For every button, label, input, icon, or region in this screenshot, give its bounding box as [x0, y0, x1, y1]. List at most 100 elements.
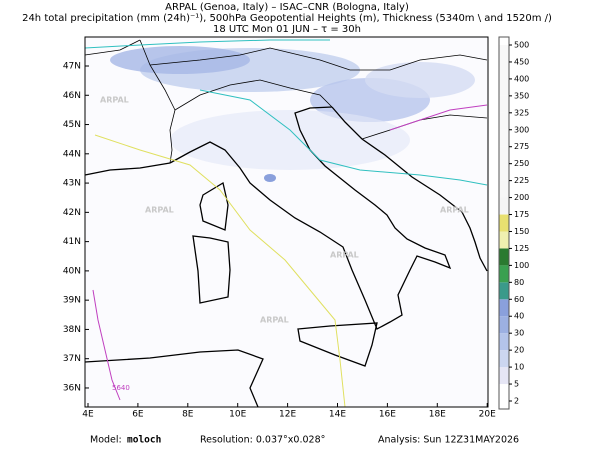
contour-line	[84, 39, 330, 49]
coastline	[84, 162, 171, 176]
colorbar-frame	[498, 36, 510, 410]
colorbar-label: 80	[514, 278, 524, 287]
map-frame	[84, 36, 489, 408]
footer-analysis: Analysis: Sun 12Z31MAY2026	[378, 435, 519, 446]
colorbar-swatch	[499, 95, 509, 113]
watermark: ARPAL	[145, 206, 174, 215]
colorbar-swatch	[499, 265, 509, 283]
contour-line	[92, 289, 121, 401]
colorbar-label: 60	[514, 295, 524, 304]
colorbar-swatch	[499, 367, 509, 385]
precip-area	[110, 46, 250, 74]
colorbar-label: 400	[514, 74, 529, 83]
contour-line	[199, 89, 488, 186]
y-tick-label: 45N	[63, 120, 81, 130]
footer-label: Model:	[90, 435, 122, 446]
colorbar-swatch	[499, 78, 509, 96]
colorbar-swatch	[499, 163, 509, 181]
footer-model: moloch	[127, 435, 161, 446]
colorbar-label: 20	[514, 346, 524, 355]
map: 5640 ARPAL ARPAL ARPAL ARPAL ARPAL	[84, 36, 489, 408]
y-tick-label: 38N	[63, 325, 81, 335]
y-tick-label: 36N	[63, 383, 81, 393]
coastline	[331, 106, 488, 272]
y-tick-label: 43N	[63, 179, 81, 189]
watermark: ARPAL	[440, 206, 469, 215]
colorbar-swatch	[499, 214, 509, 232]
colorbar-label: 300	[514, 125, 529, 134]
colorbar-label: 150	[514, 227, 529, 236]
y-tick-label: 44N	[63, 149, 81, 159]
coastline	[84, 349, 264, 408]
colorbar-label: 175	[514, 210, 529, 219]
colorbar-swatch	[499, 350, 509, 368]
colorbar-swatch	[499, 333, 509, 351]
contour-line	[389, 104, 488, 131]
title-line: 24h total precipitation (mm (24h)⁻¹), 50…	[22, 13, 552, 24]
precip-area	[365, 62, 475, 98]
colorbar-swatch	[499, 61, 509, 79]
x-tick-label: 8E	[182, 410, 194, 420]
x-tick-label: 10E	[229, 410, 246, 420]
colorbar-label: 100	[514, 261, 529, 270]
x-tick-label: 4E	[82, 410, 94, 420]
colorbar-label: 10	[514, 363, 524, 372]
colorbar-label: 125	[514, 244, 529, 253]
coastline	[192, 235, 231, 304]
y-tick-label: 47N	[63, 62, 81, 72]
title-line: 18 UTC Mon 01 JUN – τ = 30h	[213, 24, 361, 35]
colorbar-swatch	[499, 384, 509, 401]
y-tick-label: 41N	[63, 237, 81, 247]
colorbar-swatch	[499, 282, 509, 300]
colorbar-swatch	[499, 248, 509, 266]
country-border	[84, 39, 141, 56]
colorbar-swatch	[499, 197, 509, 215]
x-tick-label: 14E	[329, 410, 346, 420]
precip-area	[170, 110, 410, 170]
colorbar-label: 30	[514, 329, 524, 338]
contour-label: 5640	[112, 384, 130, 392]
footer-resolution: Resolution: 0.037°x0.028°	[200, 435, 325, 446]
colorbar-label: 450	[514, 57, 529, 66]
colorbar-label: 250	[514, 159, 529, 168]
colorbar-swatch	[499, 146, 509, 164]
coastline	[169, 106, 452, 330]
watermark: ARPAL	[100, 96, 129, 105]
x-tick-label: 12E	[279, 410, 296, 420]
x-tick-label: 16E	[379, 410, 396, 420]
x-tick-label: 20E	[479, 410, 496, 420]
colorbar-swatch	[499, 45, 509, 62]
country-border	[149, 47, 488, 71]
colorbar-swatch	[499, 180, 509, 198]
country-border	[174, 79, 333, 111]
y-tick-label: 46N	[63, 91, 81, 101]
colorbar-label: 225	[514, 176, 529, 185]
colorbar-label: 200	[514, 193, 529, 202]
colorbar-swatch	[499, 316, 509, 334]
colorbar-label: 350	[514, 91, 529, 100]
coastline	[297, 322, 378, 367]
colorbar-label: 275	[514, 142, 529, 151]
coastline	[199, 181, 229, 231]
colorbar-swatch	[499, 112, 509, 130]
precip-area	[264, 174, 276, 182]
y-tick-label: 37N	[63, 354, 81, 364]
watermark: ARPAL	[260, 316, 289, 325]
y-tick-label: 42N	[63, 208, 81, 218]
x-tick-label: 6E	[132, 410, 144, 420]
y-tick-label: 40N	[63, 266, 81, 276]
colorbar-swatch	[499, 231, 509, 249]
colorbar-swatch	[499, 129, 509, 147]
contour-line	[94, 134, 346, 408]
colorbar-swatch	[499, 299, 509, 317]
colorbar-label: 2	[514, 397, 519, 406]
x-tick-label: 18E	[429, 410, 446, 420]
colorbar-label: 500	[514, 41, 529, 50]
watermark: ARPAL	[330, 251, 359, 260]
colorbar-label: 40	[514, 312, 524, 321]
colorbar-label: 325	[514, 108, 529, 117]
colorbar-label: 5	[514, 380, 519, 389]
y-tick-label: 39N	[63, 296, 81, 306]
colorbar: 2 5 10 20 30 40 60 80 100 125 150 175 200 225 250 275 30…	[498, 36, 529, 410]
